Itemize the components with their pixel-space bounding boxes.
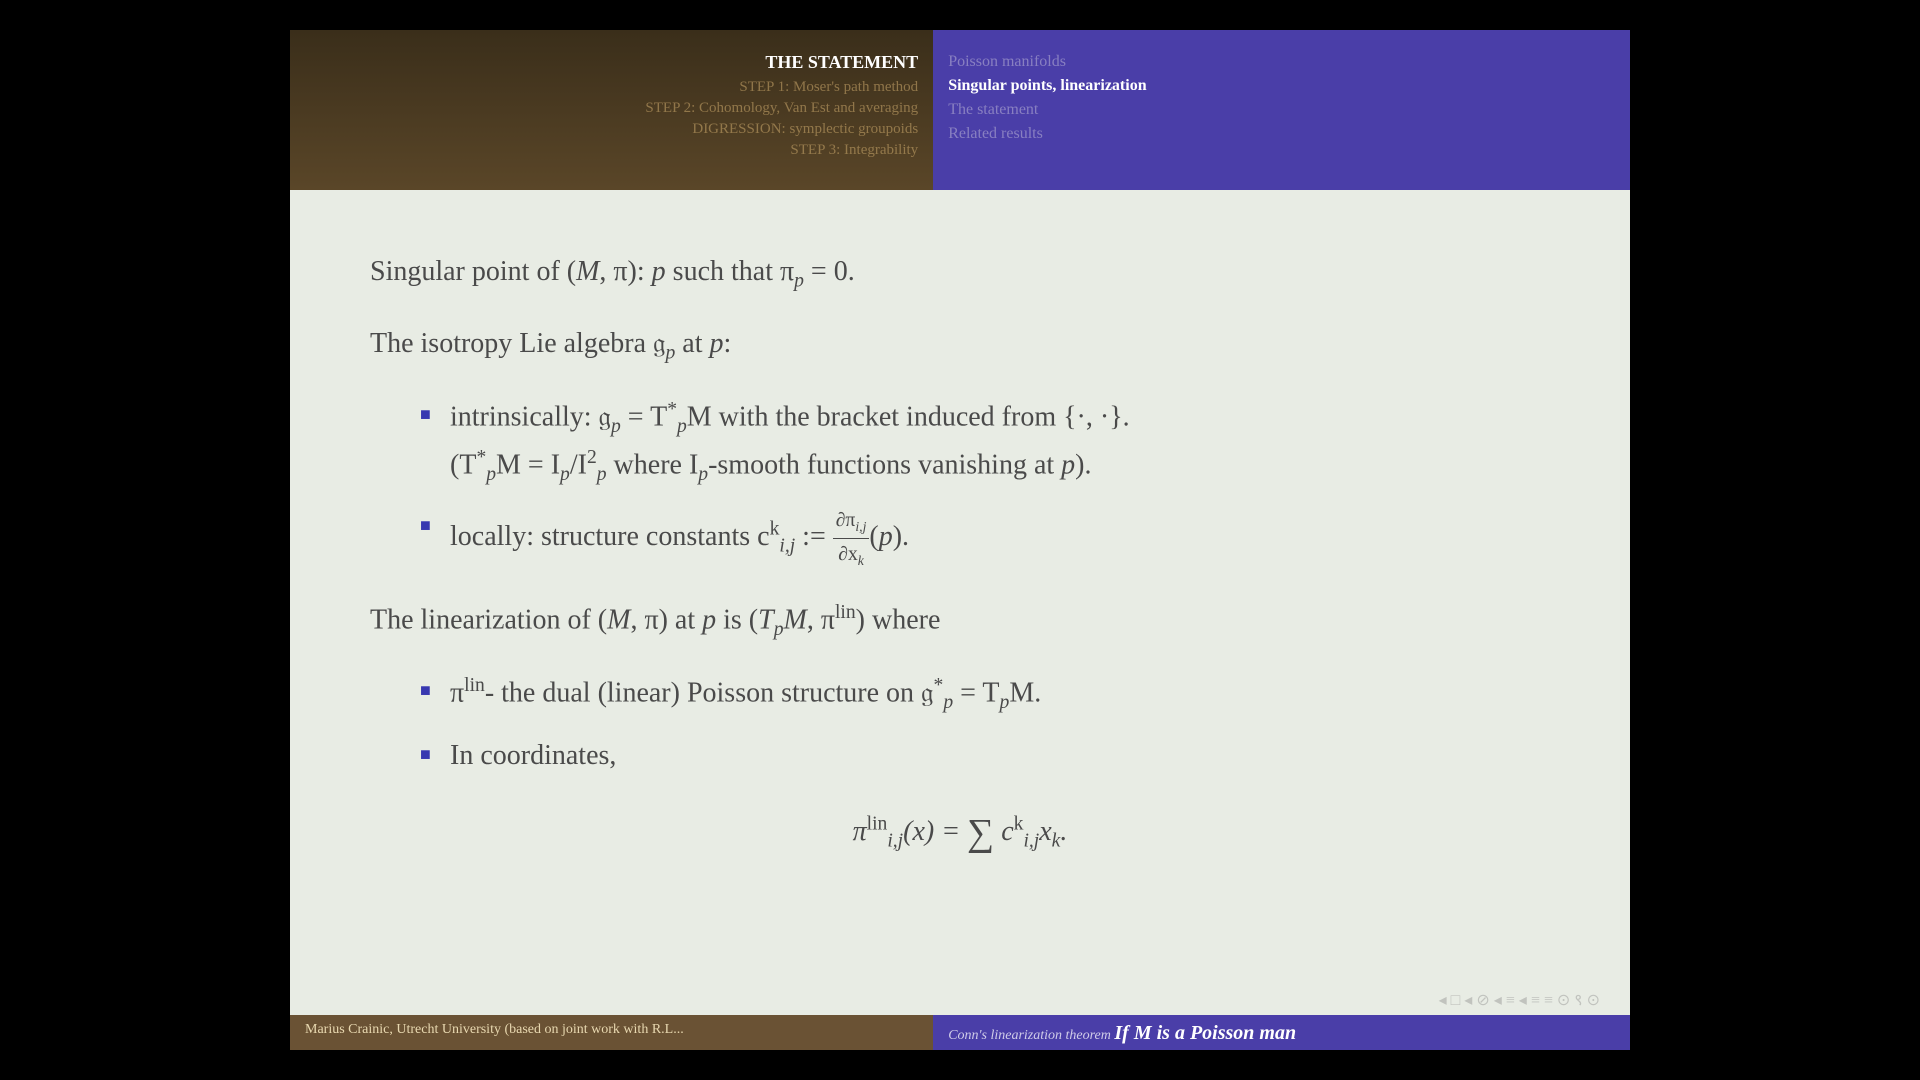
bullet-list-2: πlin- the dual (linear) Poisson structur… <box>420 670 1550 778</box>
bullet-locally: locally: structure constants cki,j := ∂π… <box>420 505 1550 572</box>
beamer-nav-icons[interactable]: ◂ □ ◂ ⊘ ◂ ≡ ◂ ≡ ≡ ⊙ ९ ⊙ <box>1439 988 1600 1010</box>
nav-item-poisson: Poisson manifolds <box>948 50 1615 74</box>
slide: THE STATEMENT STEP 1: Moser's path metho… <box>290 30 1630 1050</box>
bullet-pi-lin: πlin- the dual (linear) Poisson structur… <box>420 670 1550 718</box>
bullet-intrinsically: intrinsically: 𝔤p = T*pM with the bracke… <box>420 394 1550 491</box>
slide-content: Singular point of (M, π): p such that πp… <box>290 190 1630 899</box>
header-nav-right: Poisson manifolds Singular points, linea… <box>933 30 1630 190</box>
line-isotropy: The isotropy Lie algebra 𝔤p at p: <box>370 322 1550 369</box>
line-singular-point: Singular point of (M, π): p such that πp… <box>370 250 1550 297</box>
slide-container: THE STATEMENT STEP 1: Moser's path metho… <box>290 30 1630 1050</box>
nav-item-related: Related results <box>948 122 1615 146</box>
outline-step-1: STEP 1: Moser's path method <box>305 77 918 98</box>
formula-pi-lin: πlini,j(x) = ∑ cki,jxk. <box>370 803 1550 864</box>
outline-step-2: STEP 2: Cohomology, Van Est and averagin… <box>305 98 918 119</box>
footer: Marius Crainic, Utrecht University (base… <box>290 1015 1630 1050</box>
footer-title: Conn's linearization theorem If M is a P… <box>933 1015 1630 1050</box>
nav-item-statement: The statement <box>948 98 1615 122</box>
header-outline-left: THE STATEMENT STEP 1: Moser's path metho… <box>290 30 933 190</box>
bullet-list-1: intrinsically: 𝔤p = T*pM with the bracke… <box>420 394 1550 572</box>
footer-author: Marius Crainic, Utrecht University (base… <box>290 1015 933 1050</box>
fraction: ∂πi,j∂xk <box>833 505 870 572</box>
section-title: THE STATEMENT <box>305 50 918 75</box>
header: THE STATEMENT STEP 1: Moser's path metho… <box>290 30 1630 190</box>
sigma-symbol: ∑ <box>967 812 994 854</box>
nav-item-singular-active: Singular points, linearization <box>948 74 1615 98</box>
outline-step-4: STEP 3: Integrability <box>305 140 918 161</box>
line-linearization: The linearization of (M, π) at p is (TpM… <box>370 597 1550 645</box>
bullet-coordinates: In coordinates, <box>420 734 1550 779</box>
outline-step-3: DIGRESSION: symplectic groupoids <box>305 119 918 140</box>
